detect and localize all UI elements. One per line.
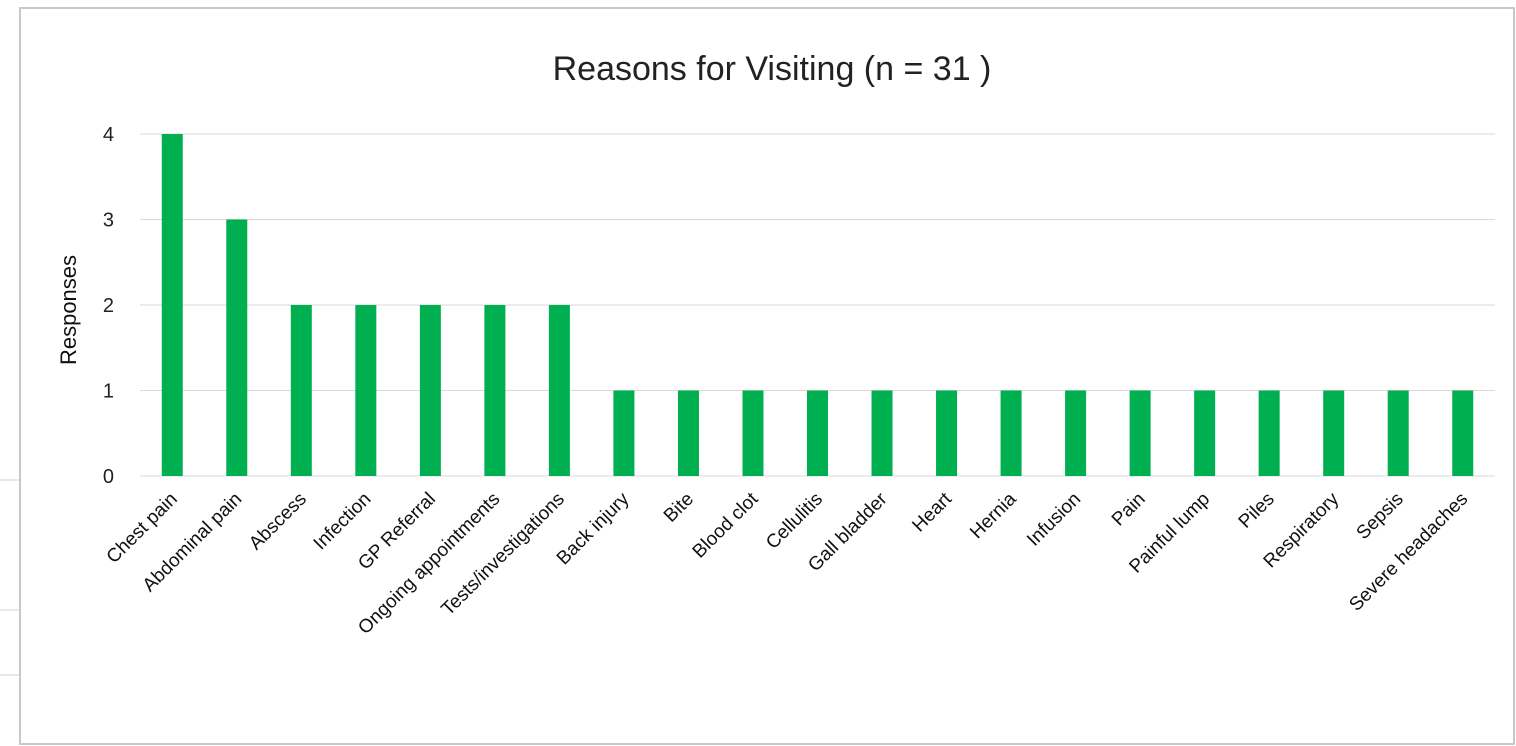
chart-area	[19, 7, 1515, 745]
y-tick-label: 1	[103, 381, 114, 403]
bar	[226, 219, 248, 476]
bar	[419, 305, 441, 476]
y-tick-label: 2	[103, 295, 114, 317]
y-axis-ticks: 0 1 2 3 4	[103, 124, 114, 488]
bar	[871, 390, 893, 476]
bar	[1258, 390, 1280, 476]
bar	[290, 305, 312, 476]
bar	[161, 134, 183, 476]
bar	[1065, 390, 1087, 476]
bar	[1129, 390, 1151, 476]
bar	[1194, 390, 1216, 476]
bar	[936, 390, 958, 476]
y-tick-label: 3	[103, 210, 114, 232]
bar	[677, 390, 699, 476]
bar	[1387, 390, 1409, 476]
y-axis-label: Responses	[56, 255, 81, 365]
bar	[355, 305, 377, 476]
bar	[1323, 390, 1345, 476]
chart-title: Reasons for Visiting (n = 31 )	[553, 50, 992, 88]
y-tick-label: 4	[103, 124, 114, 146]
y-tick-label: 0	[103, 466, 114, 488]
bars	[161, 134, 1474, 476]
bar	[1452, 390, 1474, 476]
bar	[613, 390, 635, 476]
bar	[484, 305, 506, 476]
bar	[742, 390, 764, 476]
bar	[548, 305, 570, 476]
bar	[807, 390, 828, 476]
bar	[1000, 390, 1022, 476]
